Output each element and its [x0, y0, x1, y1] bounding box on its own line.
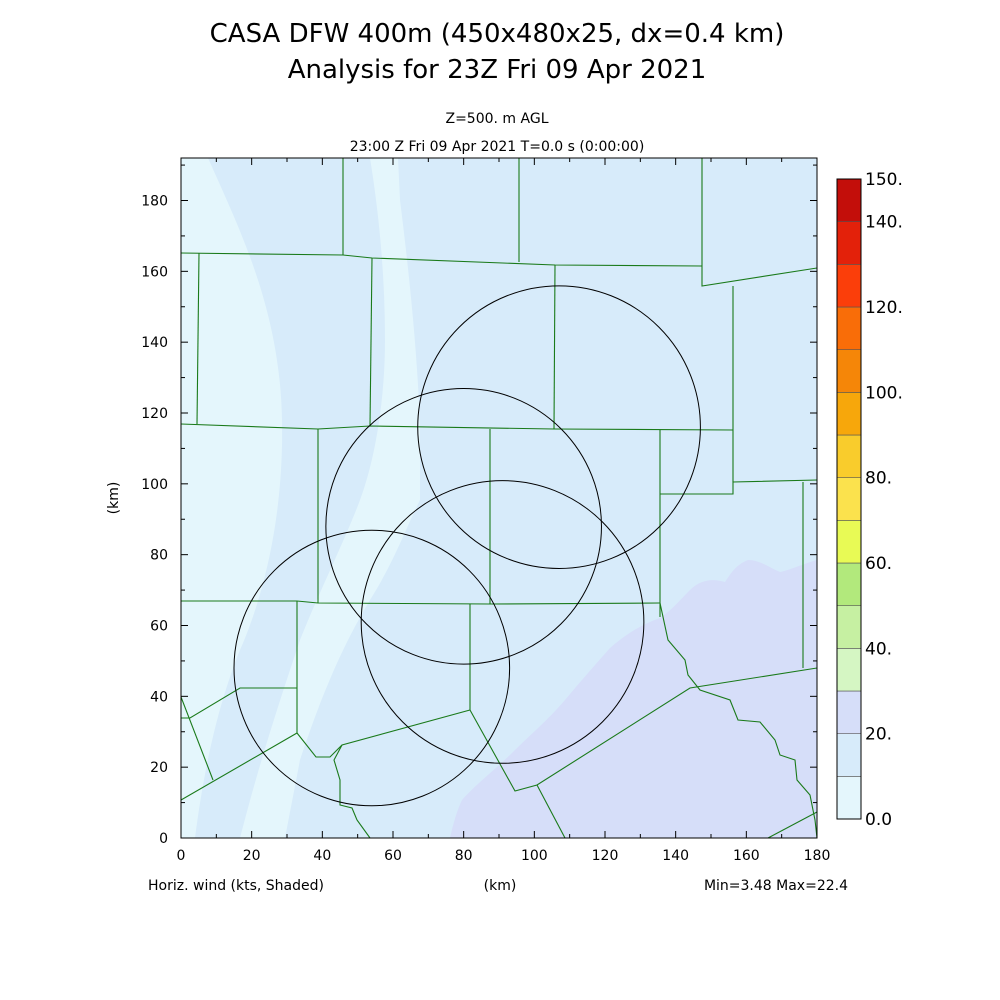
x-axis-label: (km): [484, 878, 517, 894]
y-tick-label: 140: [141, 335, 168, 351]
x-tick-label: 0: [177, 848, 186, 864]
county-boundaries: [181, 158, 817, 838]
radar-ring-2: [325, 388, 602, 665]
y-tick-label: 120: [141, 406, 168, 422]
colorbar-swatch: [836, 648, 862, 692]
colorbar-swatch: [836, 690, 862, 734]
y-tick-label: 180: [141, 194, 168, 210]
colorbar-label: 140.: [865, 213, 903, 233]
colorbar-swatch: [836, 520, 862, 564]
colorbar-label: 20.: [865, 725, 892, 745]
y-tick-label: 20: [150, 760, 168, 776]
x-tick-label: 180: [804, 848, 831, 864]
colorbar-frame: [836, 178, 862, 820]
colorbar-swatch: [836, 264, 862, 308]
radar-ring-3: [360, 480, 645, 764]
x-tick-label: 80: [455, 848, 473, 864]
colorbar-swatch: [836, 221, 862, 265]
field-label: Horiz. wind (kts, Shaded): [148, 878, 324, 894]
y-tick-label: 100: [141, 477, 168, 493]
wind-shade-low-band-east: [240, 158, 420, 838]
y-tick-label: 0: [159, 831, 168, 847]
colorbar-swatch: [836, 434, 862, 478]
wind-shade-mid-band: [450, 560, 817, 838]
chart-subtitle: Analysis for 23Z Fri 09 Apr 2021: [288, 55, 707, 85]
y-tick-label: 40: [150, 689, 168, 705]
time-label: 23:00 Z Fri 09 Apr 2021 T=0.0 s (0:00:00…: [350, 139, 645, 155]
x-tick-label: 140: [662, 848, 689, 864]
colorbar-label: 60.: [865, 554, 892, 574]
colorbar-label: 120.: [865, 298, 903, 318]
colorbar-label: 80.: [865, 469, 892, 489]
level-label: Z=500. m AGL: [445, 111, 548, 127]
colorbar-swatch: [836, 477, 862, 521]
colorbar-label: 100.: [865, 383, 903, 403]
colorbar-swatch: [836, 776, 862, 820]
plot-area: [181, 158, 817, 838]
axes: 0 20 40 60 80 100 120 140 160 180 0 20 40 60 80 100 120 1…: [141, 158, 830, 864]
x-tick-label: 20: [243, 848, 261, 864]
y-tick-label: 80: [150, 548, 168, 564]
radar-ring-1: [233, 529, 511, 807]
y-axis-label: (km): [106, 482, 122, 515]
colorbar-swatch: [836, 392, 862, 436]
colorbar-swatch: [836, 562, 862, 606]
y-tick-label: 160: [141, 264, 168, 280]
radar-ring-4: [417, 285, 701, 569]
wind-shade-low-band: [181, 158, 283, 838]
colorbar-swatch: [836, 605, 862, 649]
chart-title: CASA DFW 400m (450x480x25, dx=0.4 km): [210, 19, 785, 49]
x-tick-label: 40: [313, 848, 331, 864]
colorbar-swatch: [836, 733, 862, 777]
colorbar-swatch: [836, 178, 862, 222]
radar-range-rings: [233, 285, 701, 807]
colorbar-label: 0.0: [865, 810, 892, 830]
min-max-label: Min=3.48 Max=22.4: [704, 878, 848, 894]
x-tick-label: 60: [384, 848, 402, 864]
colorbar: 0.0 20. 40. 60. 80. 100. 120. 140. 150.: [836, 170, 903, 830]
colorbar-label: 40.: [865, 639, 892, 659]
colorbar-swatch: [836, 306, 862, 350]
colorbar-label: 150.: [865, 170, 903, 190]
y-tick-label: 60: [150, 619, 168, 635]
x-tick-label: 100: [521, 848, 548, 864]
colorbar-swatch: [836, 349, 862, 393]
x-tick-label: 120: [592, 848, 619, 864]
x-tick-label: 160: [733, 848, 760, 864]
